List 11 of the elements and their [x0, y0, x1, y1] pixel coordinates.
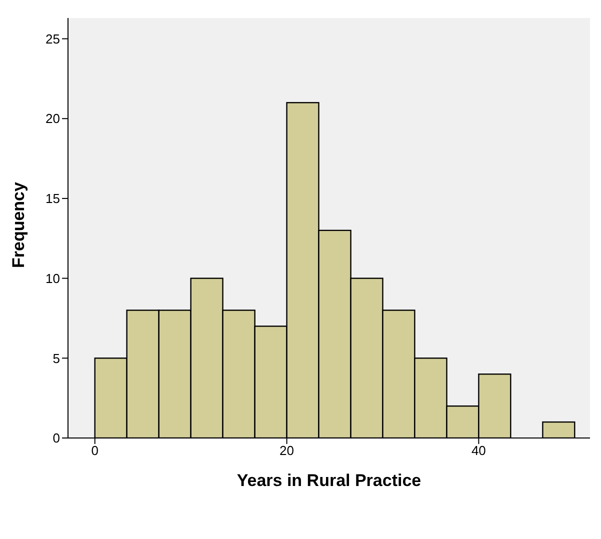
y-tick-label: 15	[46, 191, 60, 206]
y-tick-label: 25	[46, 31, 60, 46]
x-axis-title: Years in Rural Practice	[236, 471, 422, 490]
x-tick-label: 20	[280, 443, 294, 458]
x-tick-label: 40	[471, 443, 486, 458]
y-tick-label: 5	[52, 350, 60, 366]
y-tick-label: 10	[46, 270, 60, 286]
y-tick-label: 0	[52, 430, 60, 446]
y-axis-title: Frequency	[9, 181, 28, 268]
y-tick-label: 20	[46, 111, 60, 126]
x-tick-label: 0	[91, 443, 98, 458]
